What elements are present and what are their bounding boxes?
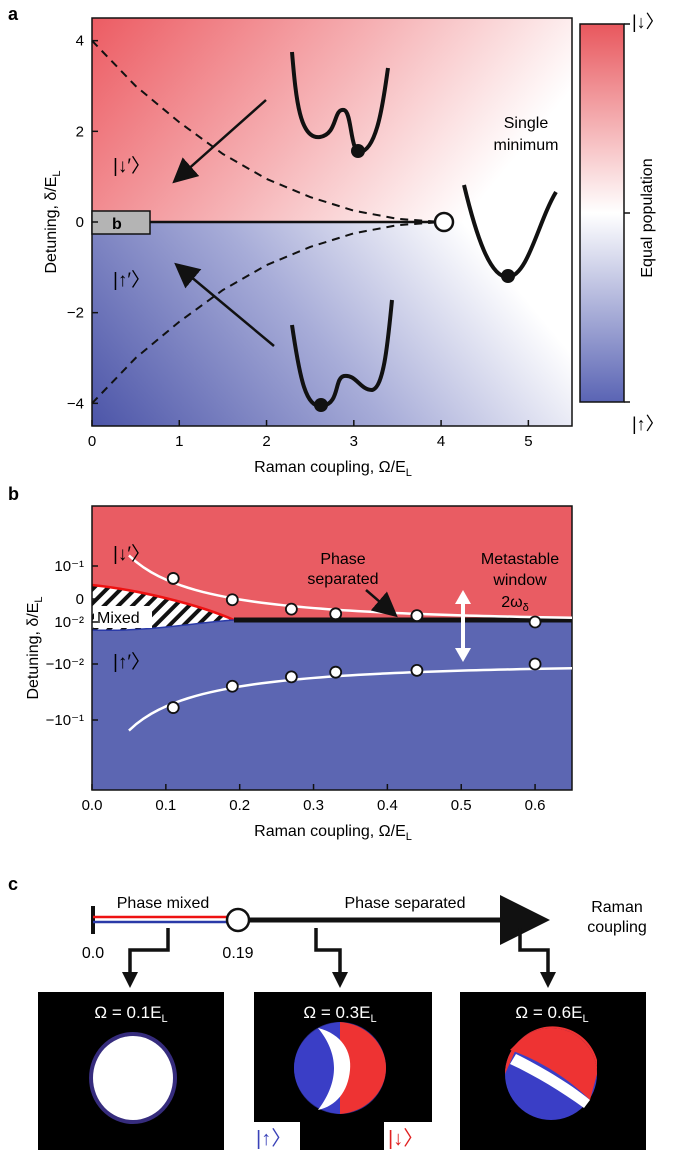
panel-a-y-tick-label: 0 (76, 214, 84, 231)
data-point-upper (329, 607, 343, 621)
single-minimum-label-1: Single (504, 115, 549, 132)
panel-b-xlabel: Raman coupling, Ω/EL (254, 823, 412, 843)
data-point-upper (528, 615, 542, 629)
potential-minimum-bottom (314, 398, 328, 412)
legend-down-label: |↓〉 (388, 1128, 423, 1150)
panel-b-x-tick-label: 0.1 (155, 797, 176, 814)
raman-coupling-label-1: Raman (591, 899, 643, 916)
metastable-label-2: window (492, 572, 547, 589)
panel-a-label-up-prime: |↑′〉 (113, 269, 150, 291)
potential-minimum-single (501, 269, 515, 283)
panel-b-ylabel: Detuning, δ/EL (25, 596, 45, 699)
panel-a-y-tick-label: −2 (67, 305, 84, 322)
panel-b-x-tick-label: 0.2 (229, 797, 250, 814)
phase-separated-c-label: Phase separated (345, 895, 466, 912)
tick-start-label: 0.0 (82, 945, 104, 962)
panel-b-label: b (8, 484, 19, 504)
panel-a-red-region (92, 18, 572, 222)
data-point-upper (166, 572, 180, 585)
data-point-lower (284, 670, 298, 684)
legend-up-label: |↑〉 (256, 1128, 291, 1150)
data-point-upper (284, 602, 298, 616)
timeline-critical-point (225, 907, 251, 933)
panel-a-critical-point (433, 211, 455, 233)
potential-double-well-top (290, 51, 390, 155)
panel-b-data-points (166, 572, 542, 714)
panel-b-y-tick-label: 10⁻¹ (54, 558, 84, 575)
panel-a-label: a (8, 4, 19, 24)
data-point-lower (329, 665, 343, 679)
panel-b-x-tick-label: 0.0 (82, 797, 103, 814)
colorbar-label: Equal population (639, 158, 656, 277)
single-minimum-label-2: minimum (494, 137, 559, 154)
panel-b-fit-curves (128, 554, 573, 732)
panel-a-inset-label: b (112, 216, 122, 233)
data-point-lower (528, 657, 542, 671)
phase-separated-label-1: Phase (320, 551, 365, 568)
panel-a-ylabel: Detuning, δ/EL (43, 170, 63, 273)
fit-curve-lower (128, 666, 573, 732)
panel-b-y-tick-label: −10⁻¹ (46, 712, 84, 729)
mixed-label: Mixed (97, 610, 140, 627)
data-point-lower (410, 663, 424, 677)
panel-a-label-down-prime: |↓′〉 (113, 155, 150, 177)
arrow-to-up-prime (174, 262, 275, 347)
colorbar (579, 23, 625, 403)
mixed-boundary-blue (91, 619, 235, 632)
panel-b-label-up-prime: |↑′〉 (113, 651, 150, 673)
panel-a-plot: b |↓′〉 |↑′〉 Single minimum (91, 17, 573, 427)
panel-a-y-ticks: 4 2 0 −2 −4 (67, 33, 98, 412)
image-1-label: Ω = 0.1EL (94, 1003, 167, 1025)
panel-b-y-ticks: 10⁻¹ 10⁻² 0 −10⁻² −10⁻¹ (46, 558, 98, 729)
tick-critical-label: 0.19 (222, 945, 253, 962)
data-point-lower (225, 679, 239, 693)
colorbar-top-label: |↓〉 (632, 12, 664, 32)
panel-b-y-tick-label: 0 (76, 591, 84, 608)
panel-a-xlabel: Raman coupling, Ω/EL (254, 459, 412, 479)
panel-a-x-tick-label: 3 (350, 433, 358, 450)
panel-b-x-tick-label: 0.6 (525, 797, 546, 814)
panel-a-x-tick-label: 5 (524, 433, 532, 450)
panel-b-label-down-prime: |↓′〉 (113, 543, 150, 565)
image-pointer-arrows (122, 928, 556, 988)
panel-b-plot: Mixed |↓′〉 |↑′〉 Phase separated Metastab… (91, 505, 573, 791)
panel-b-y-tick-label: 10⁻² (54, 614, 84, 631)
panel-b-x-tick-label: 0.4 (377, 797, 398, 814)
panel-a-x-tick-label: 4 (437, 433, 445, 450)
panel-b-frame (91, 505, 573, 791)
arrow-to-down-prime (172, 99, 267, 184)
data-point-upper (410, 609, 424, 623)
panel-a-y-tick-label: −4 (67, 395, 84, 412)
metastable-label-1: Metastable (481, 551, 559, 568)
panel-b-x-tick-label: 0.5 (451, 797, 472, 814)
image-3-label: Ω = 0.6EL (515, 1003, 588, 1025)
panel-c-label: c (8, 874, 18, 894)
image-2-label: Ω = 0.3EL (303, 1003, 376, 1025)
panel-b-x-tick-label: 0.3 (303, 797, 324, 814)
colorbar-bottom-label: |↑〉 (632, 414, 664, 434)
data-point-lower (166, 701, 180, 714)
panel-a-blue-region (92, 222, 572, 426)
phase-separated-arrow (365, 589, 398, 618)
panel-a-x-tick-label: 0 (88, 433, 96, 450)
potential-minimum-top (351, 144, 365, 158)
phase-separated-label-2: separated (307, 571, 378, 588)
metastable-label-3: 2ωδ (501, 594, 529, 614)
panel-a-x-ticks: 0 1 2 3 4 5 (88, 420, 533, 450)
data-point-upper (225, 593, 239, 607)
panel-b-x-ticks: 0.0 0.1 0.2 0.3 0.4 0.5 0.6 (82, 784, 546, 814)
panel-b-y-tick-label: −10⁻² (46, 656, 84, 673)
panel-b-blue-region (92, 620, 572, 790)
mixed-label-bg (94, 606, 152, 628)
mixed-boundary-red (91, 583, 235, 622)
panel-a-y-tick-label: 2 (76, 123, 84, 140)
raman-coupling-label-2: coupling (587, 919, 647, 936)
potential-double-well-bottom (290, 299, 394, 409)
panel-a-y-tick-label: 4 (76, 33, 84, 50)
panel-a-x-tick-label: 2 (262, 433, 270, 450)
panel-a-x-tick-label: 1 (175, 433, 183, 450)
fit-curve-upper (128, 554, 573, 620)
phase-mixed-label: Phase mixed (117, 895, 210, 912)
